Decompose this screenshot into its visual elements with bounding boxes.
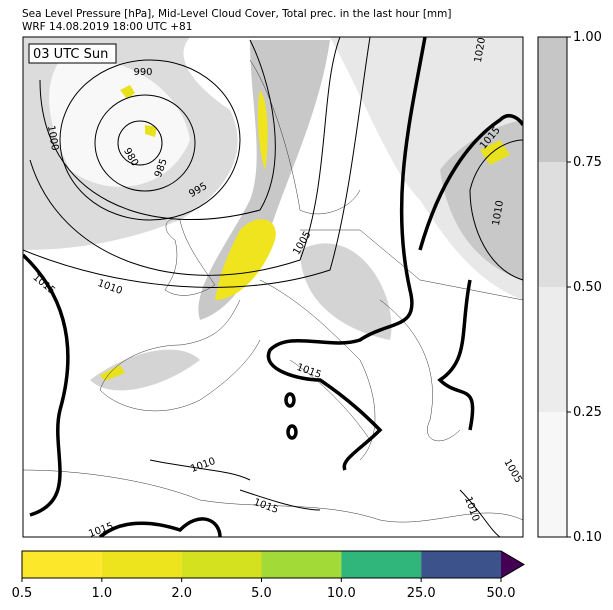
- cloud-area: [300, 243, 392, 340]
- contour-label: 1020: [473, 37, 488, 64]
- contour-label: 1010: [491, 200, 506, 227]
- time-label-box: [28, 43, 117, 64]
- precip-area: [215, 219, 276, 300]
- colorbar-tick-label: 2.0: [171, 586, 192, 601]
- colorbar-tick-label: 0.25: [573, 405, 602, 420]
- colorbar-tick-label: 1.00: [573, 30, 602, 45]
- colorbar-segment: [101, 551, 182, 578]
- isobar-1015: [23, 37, 523, 537]
- colorbar-tick-label: 0.75: [573, 155, 602, 170]
- colorbar-extend: [501, 551, 524, 578]
- colorbar-segment: [538, 412, 567, 537]
- cloud-area: [90, 349, 200, 391]
- colorbar-segment: [22, 551, 102, 578]
- colorbar-tick-label: 5.0: [251, 586, 272, 601]
- colorbar-tick-label: 0.5: [12, 586, 33, 601]
- colorbar-tick-label: 25.0: [407, 586, 436, 601]
- colorbar-tick-label: 50.0: [487, 586, 516, 601]
- colorbar-segment: [538, 37, 567, 162]
- colorbar-tick-label: 0.10: [573, 530, 602, 545]
- colorbar-segment: [181, 551, 262, 578]
- title-line: Sea Level Pressure [hPa], Mid-Level Clou…: [22, 8, 452, 20]
- colorbar-frame: [21, 550, 525, 579]
- colorbar-segment: [341, 551, 422, 578]
- colorbar-tick-label: 10.0: [327, 586, 356, 601]
- colorbar-segment: [261, 551, 342, 578]
- time-label: 03 UTC Sun: [33, 47, 108, 62]
- isobars: [23, 37, 523, 537]
- map-layers: [23, 37, 523, 537]
- contour-label: 990: [133, 67, 152, 78]
- contour-label: 1000: [45, 125, 60, 152]
- colorbar-segment: [538, 162, 567, 287]
- colorbar-segment: [421, 551, 501, 578]
- colorbar-tick-label: 1.0: [91, 586, 112, 601]
- cloud-colorbar: 0.10 0.25 0.50 0.75 1.00: [537, 30, 602, 545]
- cloud-area: [49, 58, 190, 187]
- precip-colorbar: 0.5 1.0 2.0 5.0 10.0 25.0 50.0: [12, 550, 525, 601]
- subtitle-line: WRF 14.08.2019 18:00 UTC +81: [22, 21, 192, 33]
- precip-area: [257, 90, 268, 170]
- colorbar-segment: [538, 287, 567, 412]
- map-frame: [22, 36, 524, 538]
- colorbar-tick-label: 0.50: [573, 280, 602, 295]
